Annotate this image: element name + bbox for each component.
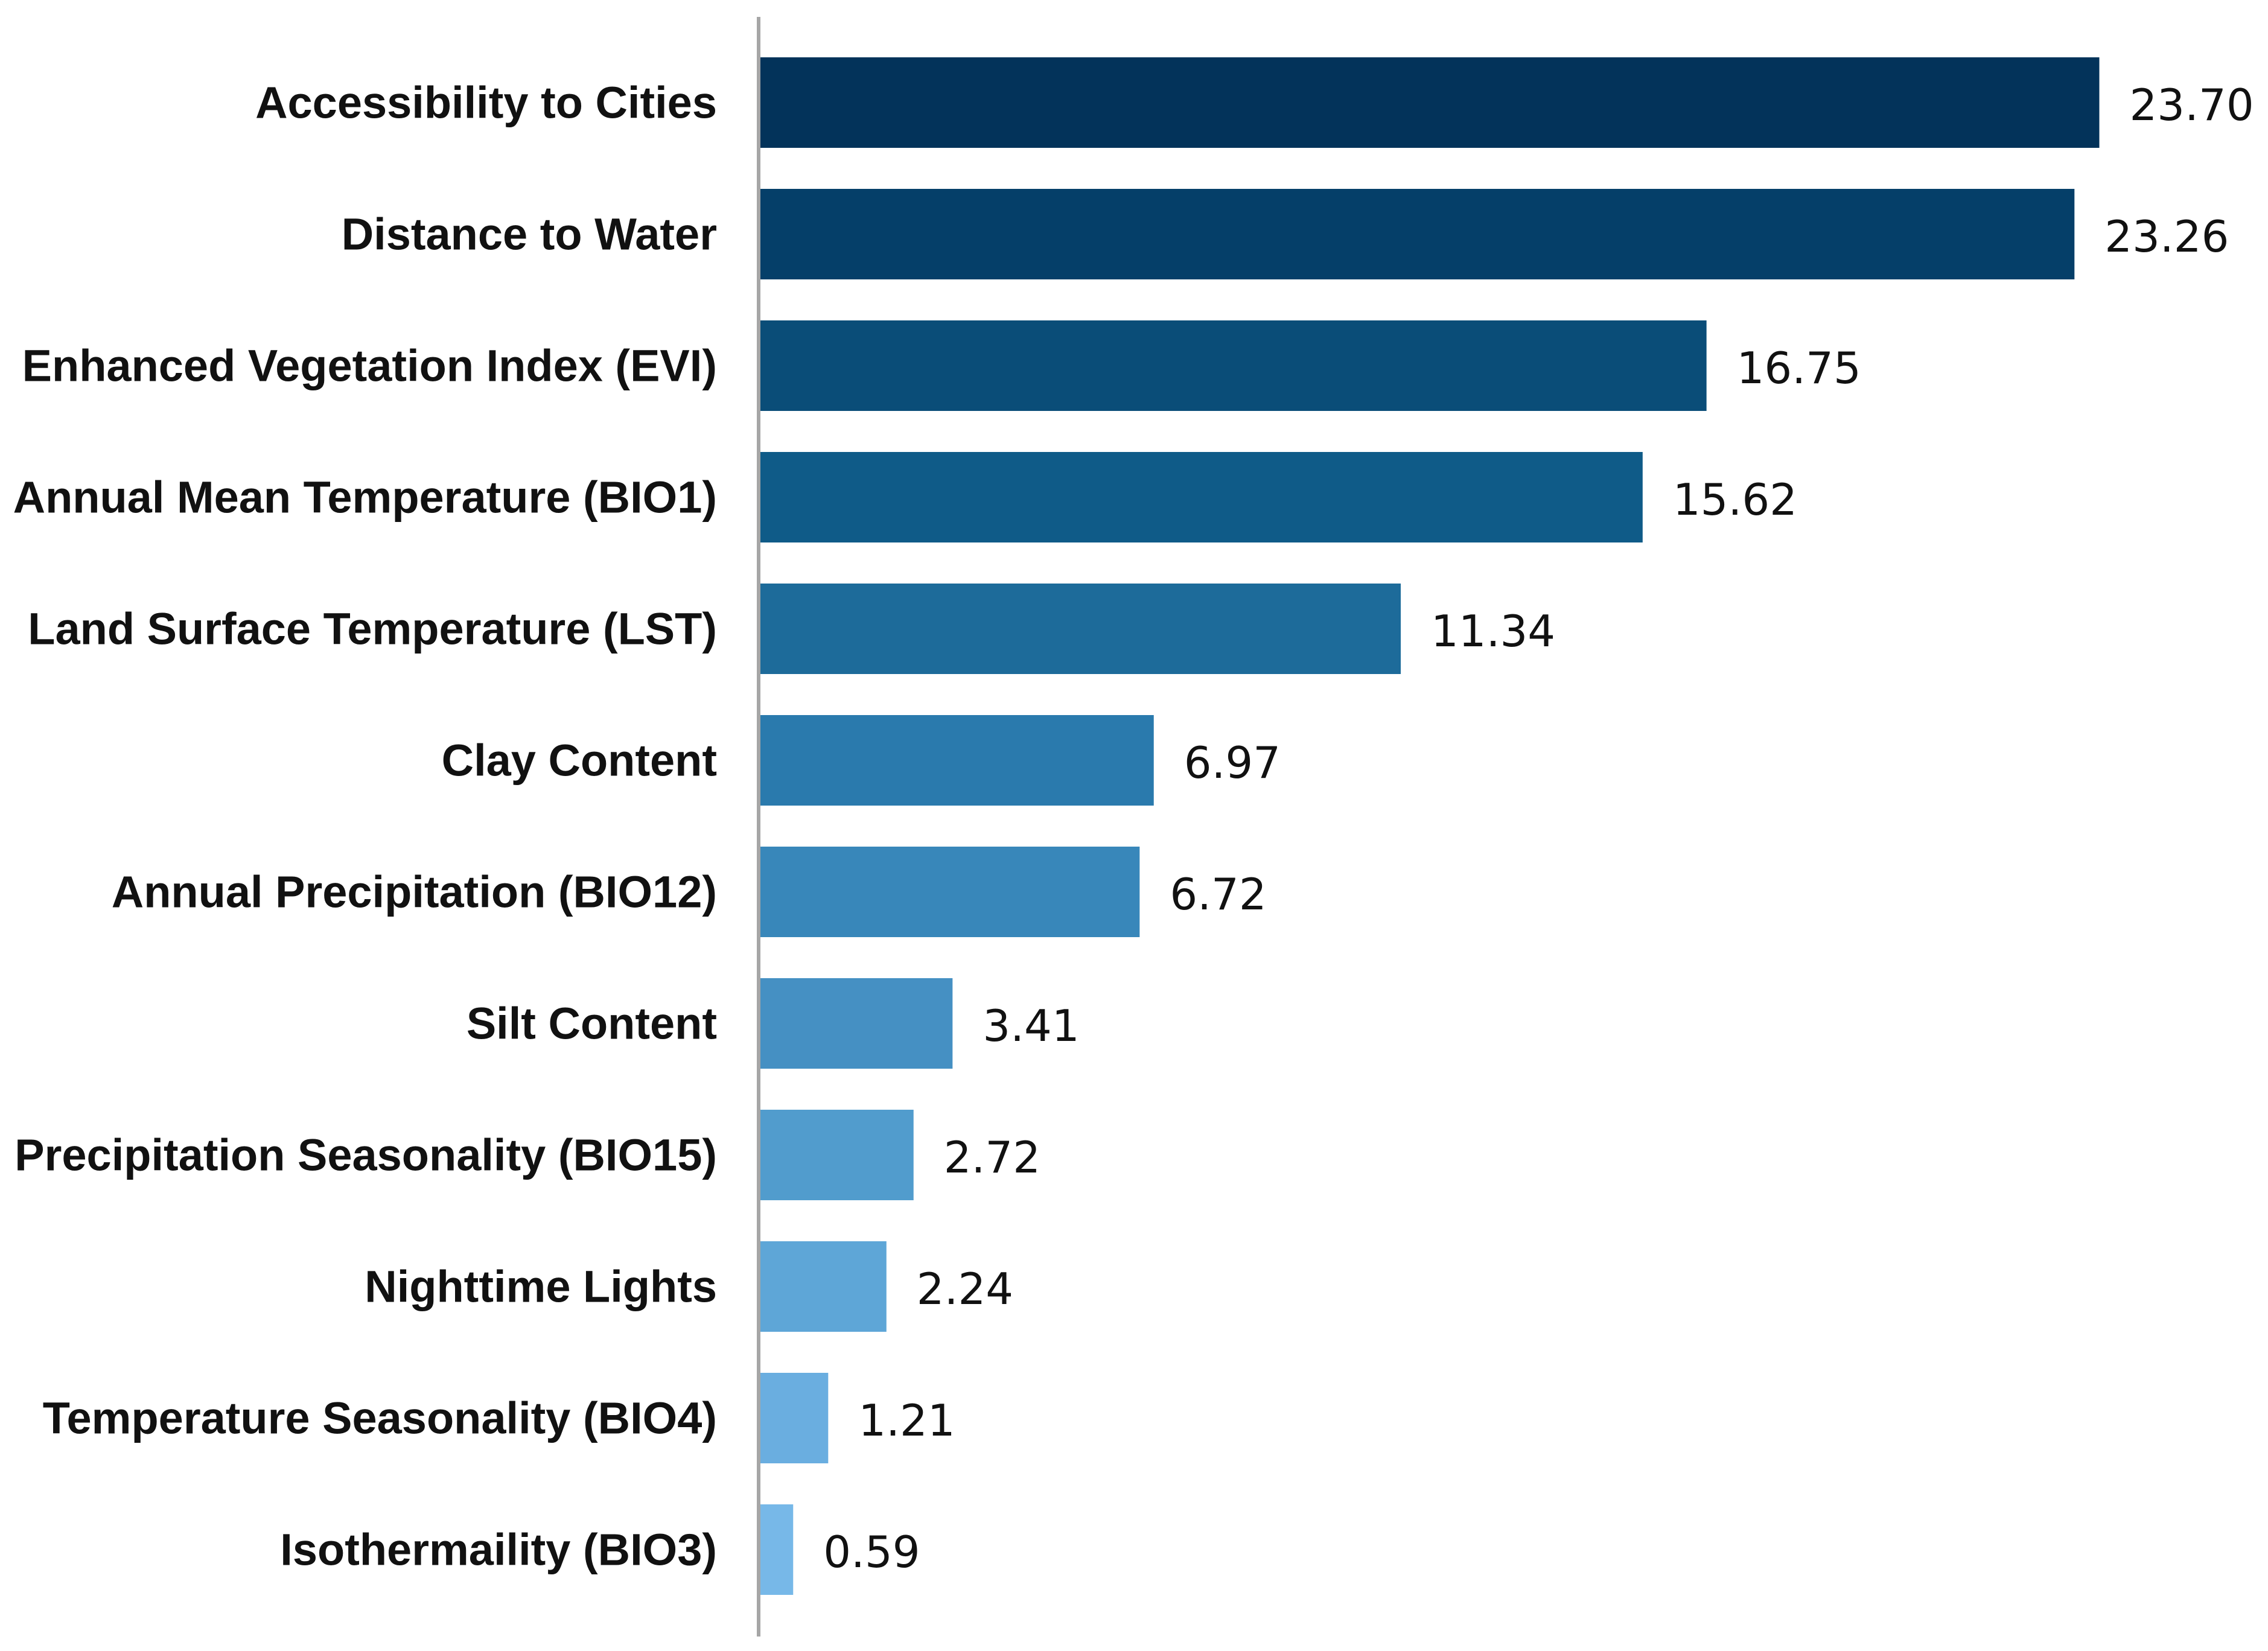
bar-6 bbox=[760, 847, 1140, 937]
bar-2 bbox=[760, 320, 1707, 411]
value-label-9: 2.24 bbox=[917, 1264, 1013, 1314]
bar-5 bbox=[760, 715, 1154, 806]
bar-4 bbox=[760, 584, 1401, 674]
category-label-11: Isothermaility (BIO3) bbox=[280, 1525, 717, 1575]
category-label-5: Clay Content bbox=[442, 736, 717, 786]
bar-3 bbox=[760, 452, 1643, 542]
bar-8 bbox=[760, 1110, 914, 1200]
bar-0 bbox=[760, 57, 2100, 148]
category-labels: Accessibility to Cities Distance to Water… bbox=[13, 78, 717, 1575]
category-label-2: Enhanced Vegetation Index (EVI) bbox=[22, 341, 717, 391]
category-label-7: Silt Content bbox=[467, 999, 717, 1049]
category-label-6: Annual Precipitation (BIO12) bbox=[112, 867, 717, 917]
value-label-4: 11.34 bbox=[1431, 606, 1555, 657]
value-label-5: 6.97 bbox=[1184, 737, 1281, 788]
category-label-0: Accessibility to Cities bbox=[255, 78, 717, 128]
bar-1 bbox=[760, 189, 2075, 279]
bar-7 bbox=[760, 978, 953, 1069]
value-label-6: 6.72 bbox=[1170, 869, 1266, 920]
value-label-2: 16.75 bbox=[1737, 343, 1861, 393]
category-label-4: Land Surface Temperature (LST) bbox=[28, 604, 717, 654]
bar-10 bbox=[760, 1373, 829, 1463]
value-labels: 23.70 23.26 16.75 15.62 11.34 6.97 6.72 3.41 2.7… bbox=[823, 80, 2254, 1577]
value-label-8: 2.72 bbox=[944, 1132, 1040, 1183]
bars bbox=[760, 57, 2100, 1595]
value-label-11: 0.59 bbox=[823, 1527, 920, 1577]
value-label-0: 23.70 bbox=[2130, 80, 2254, 130]
value-label-7: 3.41 bbox=[983, 1000, 1079, 1051]
bar-9 bbox=[760, 1241, 887, 1332]
category-label-9: Nighttime Lights bbox=[365, 1262, 717, 1312]
value-label-3: 15.62 bbox=[1673, 474, 1797, 525]
category-label-8: Precipitation Seasonality (BIO15) bbox=[14, 1130, 717, 1180]
value-label-10: 1.21 bbox=[858, 1395, 955, 1446]
category-label-3: Annual Mean Temperature (BIO1) bbox=[13, 472, 717, 523]
category-label-1: Distance to Water bbox=[342, 209, 717, 259]
category-label-10: Temperature Seasonality (BIO4) bbox=[43, 1393, 717, 1443]
value-label-1: 23.26 bbox=[2104, 211, 2229, 262]
bar-11 bbox=[760, 1504, 794, 1595]
